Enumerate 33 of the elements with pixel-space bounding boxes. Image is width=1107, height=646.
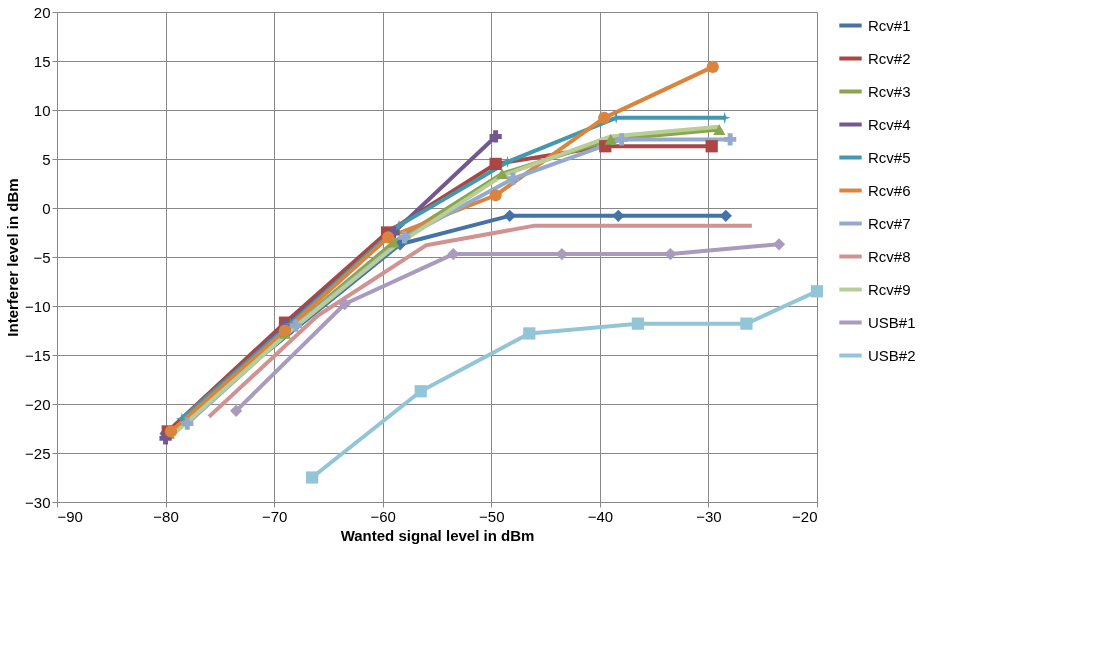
y-tick-label: −15 [25, 346, 51, 364]
y-tick-label: 5 [42, 150, 51, 168]
x-tick-label: −60 [370, 507, 396, 525]
y-tick-label: −30 [25, 493, 51, 511]
legend-label: Rcv#6 [868, 181, 911, 199]
x-tick-label: −80 [153, 507, 179, 525]
legend-label: Rcv#2 [868, 49, 911, 67]
x-tick-label: −70 [261, 507, 288, 525]
y-tick-label: −5 [33, 248, 51, 266]
line-series [207, 223, 754, 419]
y-tick-label: 15 [33, 52, 51, 70]
x-tick-label: −20 [792, 507, 818, 525]
x-tick-label: −30 [696, 507, 722, 525]
legend-label: USB#2 [868, 346, 916, 364]
legend-label: Rcv#3 [868, 82, 911, 100]
y-tick-label: −10 [25, 297, 51, 315]
legend-label: Rcv#9 [868, 280, 911, 298]
x-tick-label: −90 [57, 507, 83, 525]
x-tick-label: −50 [479, 507, 505, 525]
y-tick-label: 0 [42, 199, 51, 217]
y-tick-label: −20 [25, 395, 51, 413]
legend-label: USB#1 [868, 313, 916, 331]
y-tick-label: 10 [33, 101, 51, 119]
legend-label: Rcv#7 [868, 214, 911, 232]
x-axis-title: Wanted signal level in dBm [340, 526, 535, 544]
y-tick-label: −25 [25, 444, 51, 462]
legend-label: Rcv#4 [868, 115, 911, 133]
legend-label: Rcv#1 [868, 16, 911, 34]
x-tick-label: −40 [587, 507, 614, 525]
y-tick-label: 20 [33, 3, 51, 21]
legend-label: Rcv#5 [868, 148, 911, 166]
legend-label: Rcv#8 [868, 247, 911, 265]
y-axis-title: Interferer level in dBm [4, 178, 22, 337]
